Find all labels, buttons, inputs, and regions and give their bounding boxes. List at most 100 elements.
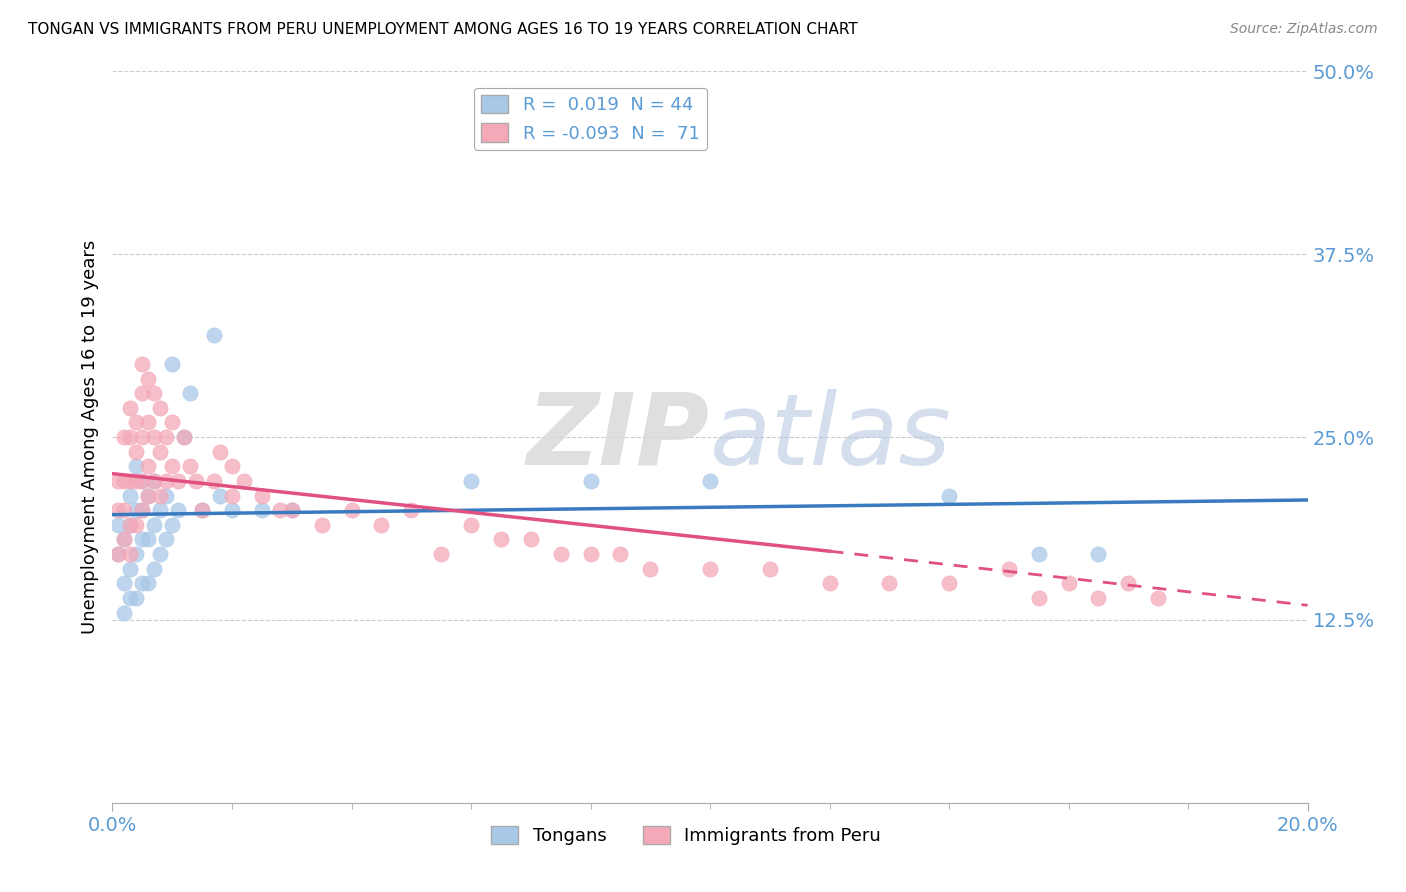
Point bbox=[1118, 576, 1140, 591]
Point bbox=[401, 503, 423, 517]
Text: ZIP: ZIP bbox=[527, 389, 710, 485]
Point bbox=[120, 591, 142, 605]
Point bbox=[131, 503, 153, 517]
Point bbox=[818, 576, 841, 591]
Point bbox=[138, 416, 160, 430]
Point bbox=[125, 503, 148, 517]
Text: TONGAN VS IMMIGRANTS FROM PERU UNEMPLOYMENT AMONG AGES 16 TO 19 YEARS CORRELATIO: TONGAN VS IMMIGRANTS FROM PERU UNEMPLOYM… bbox=[28, 22, 858, 37]
Point bbox=[1087, 591, 1109, 605]
Point bbox=[162, 357, 183, 371]
Point bbox=[131, 474, 153, 488]
Point bbox=[143, 474, 166, 488]
Point bbox=[269, 503, 291, 517]
Point bbox=[221, 489, 243, 503]
Point bbox=[221, 459, 243, 474]
Point bbox=[340, 503, 363, 517]
Point bbox=[143, 474, 166, 488]
Legend: Tongans, Immigrants from Peru: Tongans, Immigrants from Peru bbox=[484, 819, 889, 852]
Point bbox=[125, 459, 148, 474]
Point bbox=[125, 444, 148, 458]
Point bbox=[138, 576, 160, 591]
Point bbox=[125, 517, 148, 532]
Point bbox=[938, 489, 960, 503]
Point bbox=[489, 533, 512, 547]
Point bbox=[250, 503, 273, 517]
Point bbox=[938, 576, 960, 591]
Point bbox=[579, 474, 602, 488]
Point bbox=[114, 533, 135, 547]
Point bbox=[114, 606, 135, 620]
Point bbox=[138, 489, 160, 503]
Point bbox=[114, 430, 135, 444]
Point bbox=[107, 547, 129, 561]
Point bbox=[138, 371, 160, 385]
Point bbox=[143, 386, 166, 401]
Point bbox=[155, 430, 177, 444]
Point bbox=[125, 416, 148, 430]
Point bbox=[520, 533, 543, 547]
Point bbox=[191, 503, 214, 517]
Point bbox=[1057, 576, 1080, 591]
Point bbox=[131, 357, 153, 371]
Point bbox=[162, 517, 183, 532]
Point bbox=[460, 517, 482, 532]
Point bbox=[143, 430, 166, 444]
Point bbox=[640, 562, 662, 576]
Point bbox=[131, 503, 153, 517]
Point bbox=[120, 489, 142, 503]
Point bbox=[120, 562, 142, 576]
Point bbox=[579, 547, 602, 561]
Text: atlas: atlas bbox=[710, 389, 952, 485]
Point bbox=[173, 430, 195, 444]
Point bbox=[879, 576, 901, 591]
Point bbox=[202, 327, 225, 342]
Point bbox=[162, 416, 183, 430]
Point bbox=[120, 474, 142, 488]
Point bbox=[186, 474, 208, 488]
Point bbox=[179, 459, 201, 474]
Point bbox=[149, 489, 172, 503]
Point bbox=[460, 474, 482, 488]
Point bbox=[107, 517, 129, 532]
Point bbox=[131, 576, 153, 591]
Point bbox=[1028, 547, 1050, 561]
Point bbox=[167, 474, 190, 488]
Point bbox=[699, 562, 721, 576]
Point bbox=[107, 503, 129, 517]
Point bbox=[125, 591, 148, 605]
Point bbox=[120, 517, 142, 532]
Point bbox=[550, 547, 572, 561]
Point bbox=[281, 503, 304, 517]
Point bbox=[609, 547, 631, 561]
Point bbox=[143, 562, 166, 576]
Point bbox=[221, 503, 243, 517]
Point bbox=[179, 386, 201, 401]
Point bbox=[699, 474, 721, 488]
Point bbox=[149, 401, 172, 415]
Y-axis label: Unemployment Among Ages 16 to 19 years: Unemployment Among Ages 16 to 19 years bbox=[80, 240, 98, 634]
Point bbox=[250, 489, 273, 503]
Point bbox=[131, 386, 153, 401]
Point bbox=[120, 430, 142, 444]
Point bbox=[114, 576, 135, 591]
Point bbox=[209, 444, 232, 458]
Point bbox=[114, 503, 135, 517]
Point bbox=[131, 474, 153, 488]
Point bbox=[120, 401, 142, 415]
Point bbox=[125, 547, 148, 561]
Point bbox=[162, 459, 183, 474]
Point bbox=[759, 562, 782, 576]
Point bbox=[1028, 591, 1050, 605]
Point bbox=[233, 474, 256, 488]
Point bbox=[209, 489, 232, 503]
Point bbox=[1087, 547, 1109, 561]
Point bbox=[138, 489, 160, 503]
Point bbox=[138, 533, 160, 547]
Point bbox=[120, 547, 142, 561]
Point bbox=[125, 474, 148, 488]
Point bbox=[120, 517, 142, 532]
Point bbox=[114, 533, 135, 547]
Point bbox=[167, 503, 190, 517]
Point bbox=[138, 459, 160, 474]
Point bbox=[1147, 591, 1170, 605]
